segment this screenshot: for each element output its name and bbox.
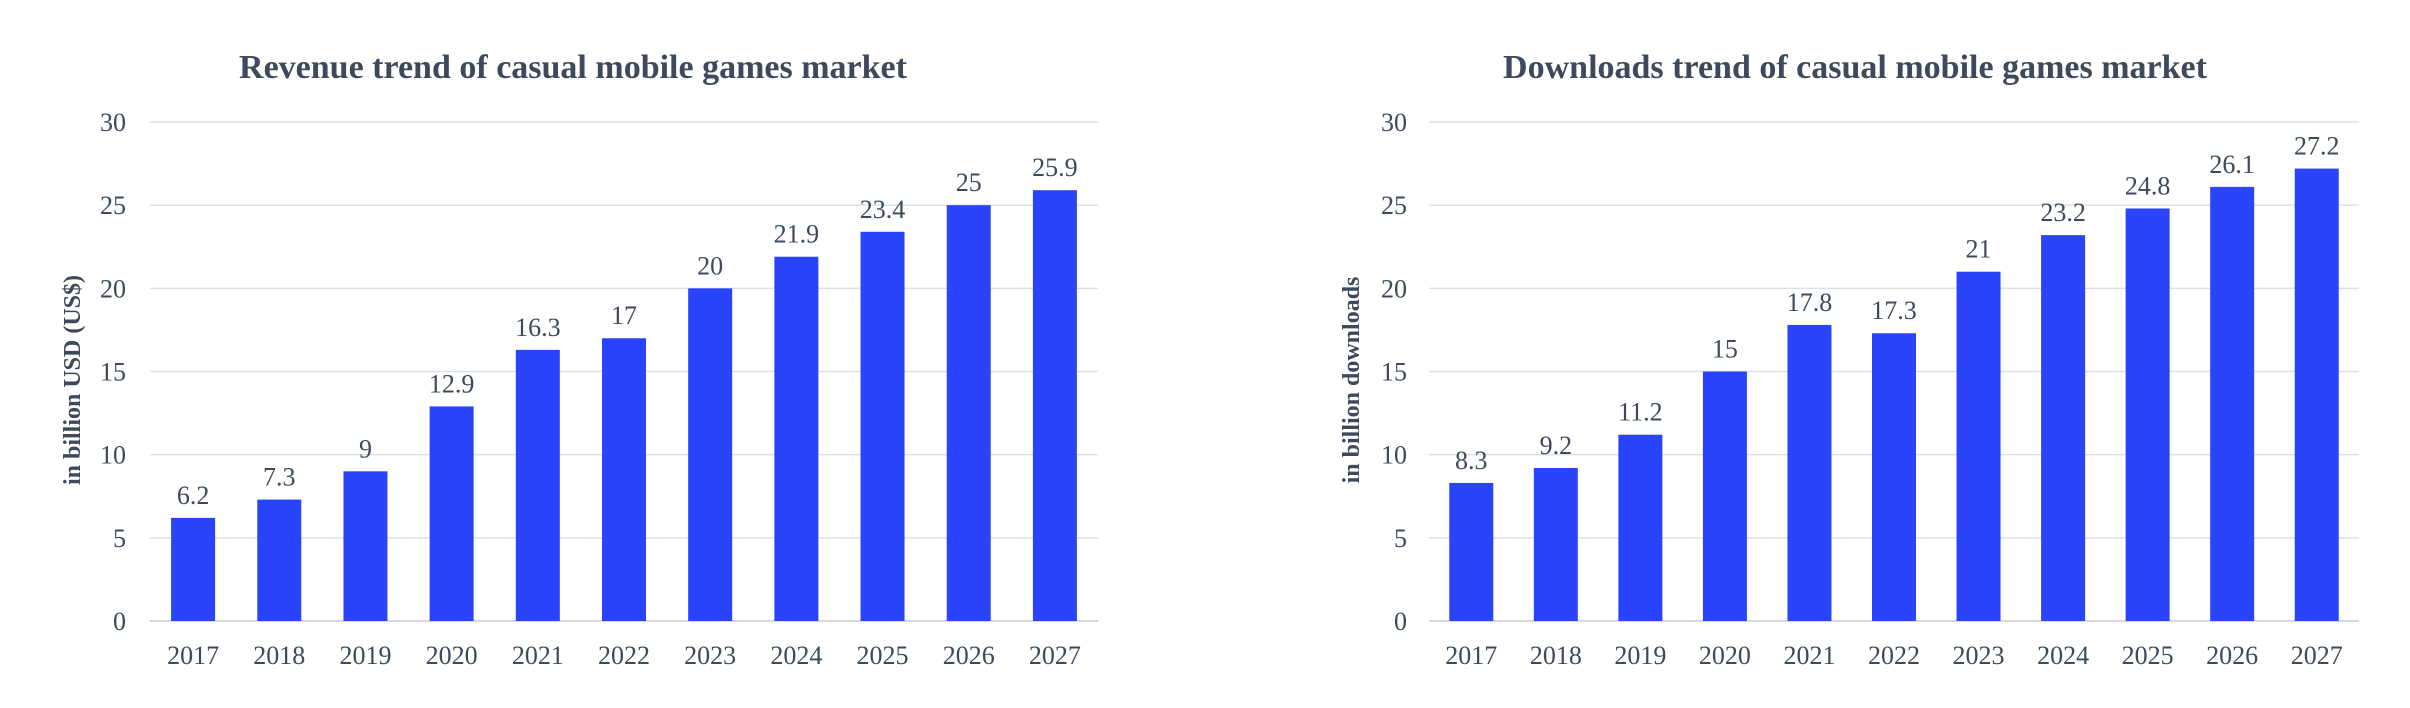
downloads-x-tick-label: 2021	[1783, 641, 1835, 670]
downloads-y-tick-label: 10	[1381, 441, 1407, 470]
downloads-x-tick-label: 2026	[2206, 641, 2258, 670]
downloads-bar	[2041, 235, 2086, 621]
downloads-bar	[1702, 371, 1747, 621]
revenue-bar	[429, 406, 474, 621]
revenue-bar	[257, 499, 302, 621]
revenue-bar-value-label: 16.3	[515, 313, 561, 342]
revenue-x-tick-label: 2019	[339, 641, 391, 670]
downloads-y-tick-label: 15	[1381, 358, 1407, 387]
downloads-bar-value-label: 11.2	[1618, 398, 1663, 427]
downloads-x-tick-label: 2020	[1699, 641, 1751, 670]
downloads-bar-value-label: 17.3	[1871, 296, 1917, 325]
downloads-bar	[2125, 208, 2170, 621]
downloads-chart-svg: Downloads trend of casual mobile games m…	[1339, 49, 2359, 670]
revenue-chart-title: Revenue trend of casual mobile games mar…	[239, 49, 908, 86]
downloads-bar	[1872, 333, 1916, 621]
revenue-bar-value-label: 20	[697, 251, 723, 280]
revenue-bar-value-label: 23.4	[860, 195, 906, 224]
revenue-bar	[1032, 190, 1077, 622]
downloads-chart-title: Downloads trend of casual mobile games m…	[1503, 49, 2208, 86]
downloads-bar-value-label: 9.2	[1540, 431, 1573, 460]
downloads-bar	[2210, 186, 2255, 621]
revenue-bar	[343, 471, 388, 621]
revenue-y-tick-label: 20	[100, 274, 126, 303]
revenue-bar	[602, 338, 646, 621]
downloads-y-tick-label: 20	[1381, 274, 1407, 303]
revenue-bar	[515, 349, 560, 621]
revenue-x-tick-label: 2025	[857, 641, 909, 670]
downloads-bar	[1956, 271, 2001, 621]
revenue-bar-value-label: 17	[611, 301, 637, 330]
revenue-y-tick-label: 10	[100, 441, 126, 470]
downloads-y-tick-label: 5	[1394, 524, 1407, 553]
downloads-x-tick-label: 2027	[2291, 641, 2343, 670]
downloads-bar-value-label: 15	[1712, 335, 1738, 364]
revenue-x-tick-label: 2027	[1029, 641, 1081, 670]
downloads-chart-ylabel: in billion downloads	[1339, 277, 1365, 484]
revenue-y-tick-label: 30	[100, 108, 126, 137]
downloads-bar-value-label: 23.2	[2040, 198, 2086, 227]
revenue-bar-value-label: 25.9	[1032, 153, 1078, 182]
revenue-y-tick-label: 5	[113, 524, 126, 553]
revenue-x-tick-label: 2023	[684, 641, 736, 670]
revenue-bar	[860, 231, 905, 621]
downloads-bar	[2294, 168, 2339, 621]
revenue-chart-svg: Revenue trend of casual mobile games mar…	[60, 49, 1098, 670]
revenue-bar-value-label: 6.2	[177, 481, 210, 510]
downloads-x-tick-label: 2025	[2122, 641, 2174, 670]
downloads-y-tick-label: 25	[1381, 191, 1407, 220]
revenue-bar-value-label: 9	[359, 434, 372, 463]
revenue-y-tick-label: 0	[113, 607, 126, 636]
downloads-x-tick-label: 2024	[2037, 641, 2089, 670]
revenue-x-tick-label: 2024	[770, 641, 822, 670]
downloads-x-tick-label: 2022	[1868, 641, 1920, 670]
revenue-bar	[688, 288, 733, 621]
revenue-x-tick-label: 2018	[253, 641, 305, 670]
downloads-bar-value-label: 21	[1966, 235, 1992, 264]
downloads-y-tick-label: 0	[1394, 607, 1407, 636]
revenue-x-tick-label: 2020	[426, 641, 478, 670]
revenue-bar-value-label: 7.3	[263, 463, 296, 492]
revenue-chart-ylabel: in billion USD (US$)	[60, 275, 86, 485]
downloads-x-tick-label: 2018	[1530, 641, 1582, 670]
revenue-x-tick-label: 2021	[512, 641, 564, 670]
downloads-x-tick-label: 2023	[1953, 641, 2005, 670]
revenue-y-tick-label: 15	[100, 358, 126, 387]
revenue-x-tick-label: 2026	[943, 641, 995, 670]
downloads-y-tick-label: 30	[1381, 108, 1407, 137]
downloads-x-tick-label: 2019	[1614, 641, 1666, 670]
revenue-bar	[774, 256, 819, 621]
revenue-bar-value-label: 12.9	[429, 369, 475, 398]
revenue-bar	[946, 205, 991, 621]
revenue-bar-value-label: 25	[956, 168, 982, 197]
downloads-bar	[1787, 324, 1832, 621]
downloads-bar-value-label: 8.3	[1455, 446, 1488, 475]
downloads-bar-value-label: 26.1	[2209, 150, 2255, 179]
revenue-bar	[171, 517, 216, 621]
downloads-bar	[1618, 434, 1663, 621]
downloads-bar	[1449, 482, 1494, 621]
downloads-bar	[1533, 467, 1578, 621]
revenue-x-tick-label: 2022	[598, 641, 650, 670]
revenue-bar-value-label: 21.9	[774, 220, 820, 249]
downloads-x-tick-label: 2017	[1445, 641, 1497, 670]
downloads-bar-value-label: 17.8	[1787, 288, 1833, 317]
revenue-chart: Revenue trend of casual mobile games mar…	[60, 49, 1098, 670]
revenue-x-tick-label: 2017	[167, 641, 219, 670]
downloads-chart: Downloads trend of casual mobile games m…	[1205, 0, 2410, 708]
revenue-y-tick-label: 25	[100, 191, 126, 220]
downloads-bar-value-label: 27.2	[2294, 132, 2340, 161]
downloads-bar-value-label: 24.8	[2125, 171, 2171, 200]
